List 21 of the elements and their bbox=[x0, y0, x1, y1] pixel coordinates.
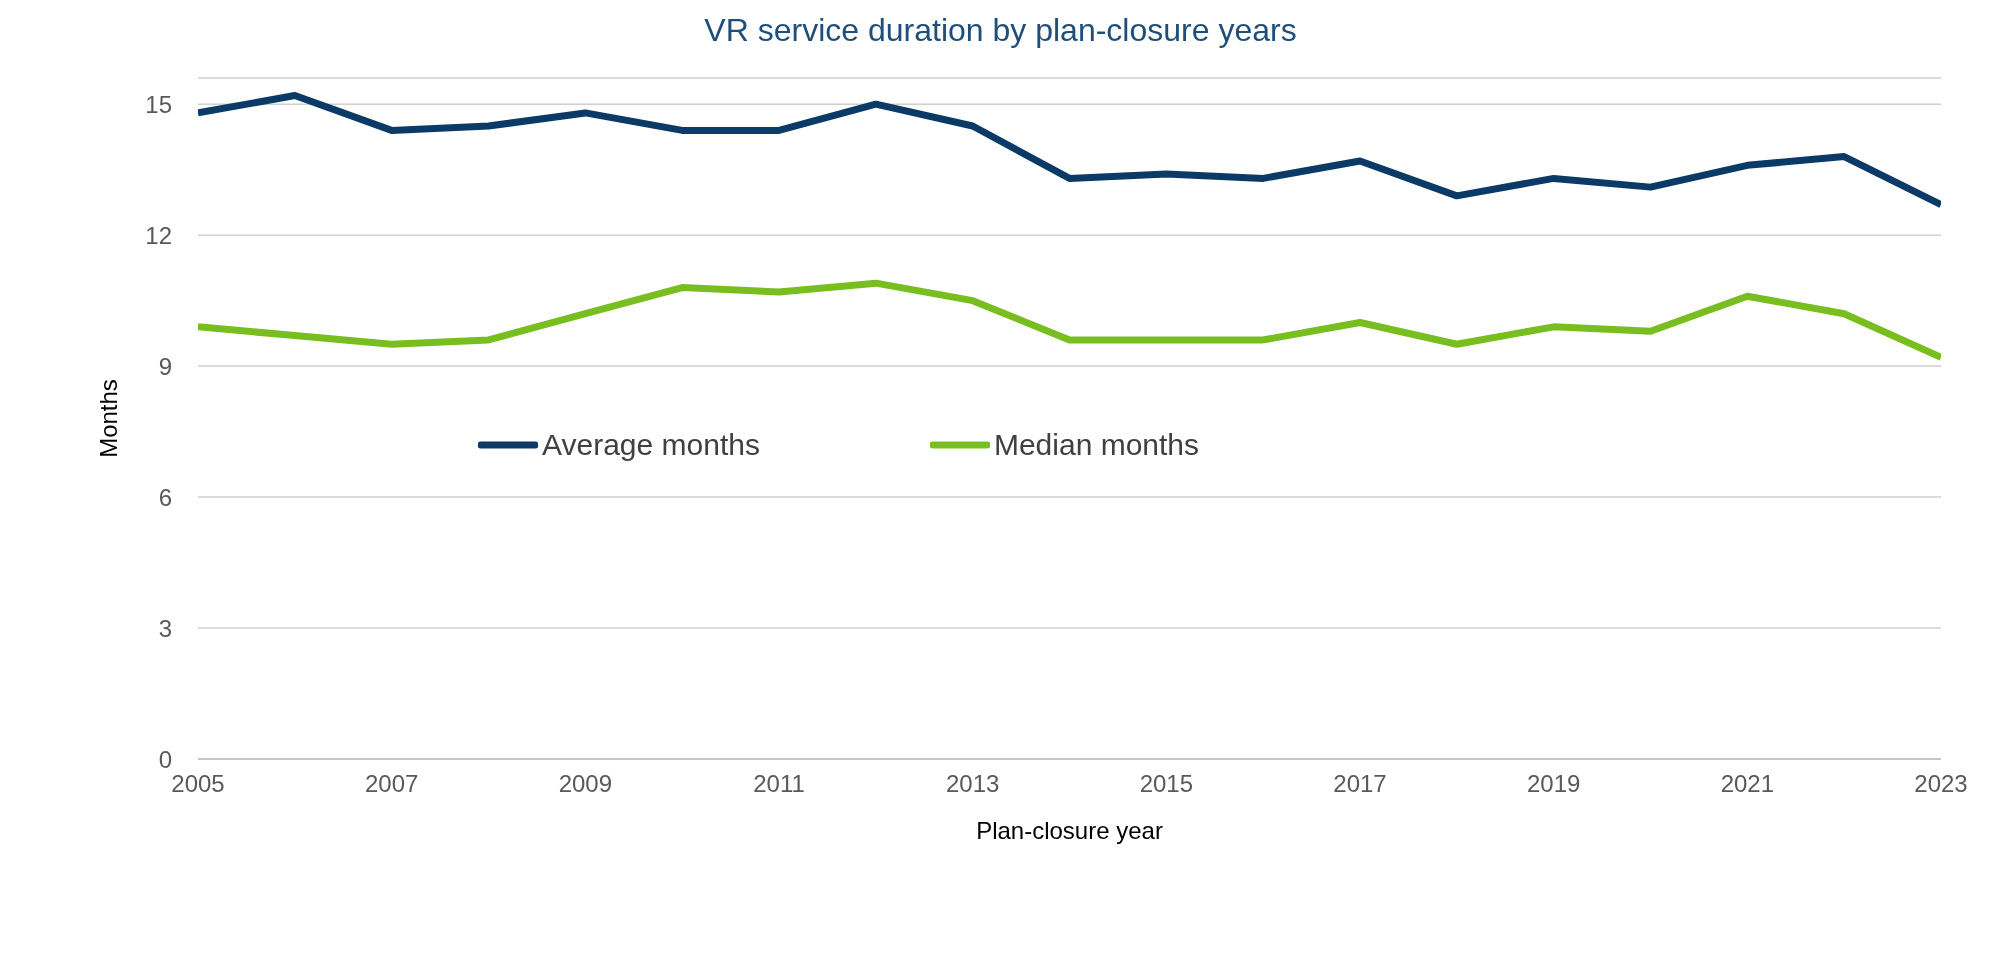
x-tick-label: 2019 bbox=[1526, 770, 1581, 798]
legend-label: Average months bbox=[542, 428, 760, 462]
x-tick-label: 2009 bbox=[558, 770, 613, 798]
x-tick-label: 2011 bbox=[753, 770, 805, 798]
x-tick-label: 2007 bbox=[364, 770, 419, 798]
y-tick-label: 0 bbox=[158, 745, 172, 773]
x-tick-label: 2021 bbox=[1720, 770, 1775, 798]
x-tick-label: 2015 bbox=[1139, 770, 1194, 798]
y-tick-label: 3 bbox=[158, 614, 172, 642]
chart-title: VR service duration by plan-closure years bbox=[703, 12, 1298, 49]
legend-label: Median months bbox=[993, 428, 1200, 462]
y-axis-title: Months bbox=[94, 379, 122, 458]
y-tick-label: 9 bbox=[158, 352, 172, 380]
x-tick-label: 2005 bbox=[171, 770, 225, 798]
y-tick-label: 12 bbox=[145, 221, 172, 249]
x-tick-label: 2023 bbox=[1914, 770, 1968, 798]
x-axis-title: Plan-closure year bbox=[976, 817, 1163, 844]
x-tick-label: 2017 bbox=[1333, 770, 1387, 798]
y-tick-label: 6 bbox=[158, 483, 172, 511]
y-tick-label: 15 bbox=[145, 90, 172, 118]
x-tick-label: 2013 bbox=[945, 770, 1000, 798]
